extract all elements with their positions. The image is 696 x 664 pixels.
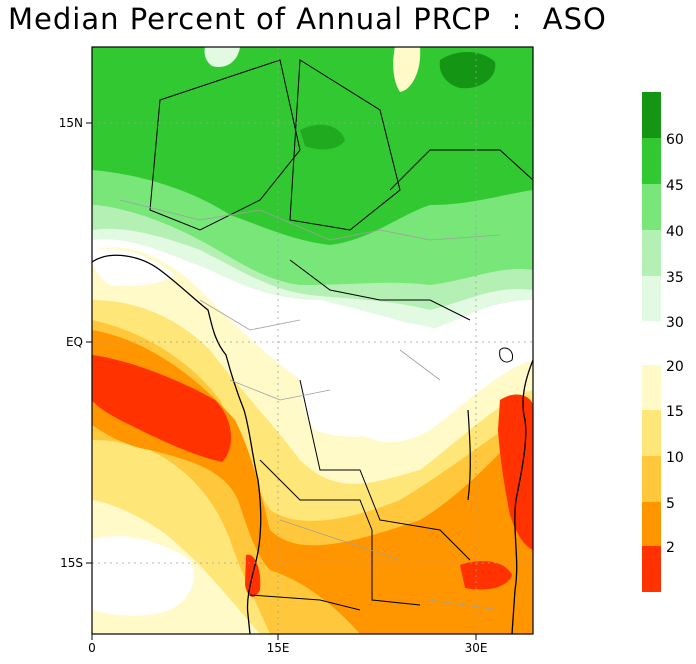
x-tick-label: 0 (88, 641, 96, 655)
colorbar-swatch (642, 546, 661, 592)
x-tick-label: 30E (465, 641, 488, 655)
east-coastline (511, 359, 533, 634)
country-border-s2 (249, 594, 361, 611)
colorbar-swatch (642, 365, 661, 410)
patch-north-light (393, 47, 421, 92)
colorbar-swatch (642, 92, 661, 138)
country-border-n2 (289, 59, 401, 231)
coastline (92, 254, 262, 634)
patch-north-light-b (204, 47, 240, 68)
colorbar-swatch (642, 410, 661, 456)
colorbar-swatch (642, 184, 661, 230)
patch-white-atlantic (92, 536, 194, 616)
x-tick-label: 15E (267, 641, 290, 655)
patch-red-2-c (460, 561, 512, 590)
country-border-c1 (289, 259, 471, 321)
patch-red-2-b (498, 394, 533, 550)
colorbar: 60 45 40 35 30 20 15 10 5 2 (642, 92, 684, 592)
country-border-n3 (389, 149, 533, 191)
country-border-n1 (149, 59, 301, 231)
colorbar-label: 10 (666, 450, 684, 466)
y-tick-label: EQ (66, 335, 83, 349)
y-tick-label: 15N (59, 116, 83, 130)
precip-field (92, 47, 533, 634)
map-title: Median Percent of Annual PRCP : ASO (8, 2, 607, 36)
colorbar-label: 45 (666, 178, 684, 194)
colorbar-label: 30 (666, 315, 684, 331)
colorbar-label: 35 (666, 270, 684, 286)
colorbar-label: 2 (666, 540, 675, 556)
patch-green-60 (439, 52, 496, 89)
colorbar-swatch (642, 138, 661, 184)
x-axis: 0 15E 30E (88, 634, 487, 655)
lake-victoria (499, 347, 514, 363)
colorbar-label: 20 (666, 359, 684, 375)
colorbar-swatch (642, 456, 661, 502)
patch-white-congo (298, 320, 451, 437)
colorbar-label: 60 (666, 132, 684, 148)
admin-borders (119, 199, 501, 611)
lake-tanganyika (467, 409, 471, 501)
country-border-c2 (299, 379, 471, 561)
country-border-s1 (259, 459, 421, 606)
colorbar-label: 5 (666, 496, 675, 512)
colorbar-swatch (642, 230, 661, 276)
colorbar-label: 15 (666, 404, 684, 420)
y-tick-label: 15S (60, 556, 83, 570)
colorbar-swatch (642, 502, 661, 546)
map-frame (91, 46, 534, 635)
patch-red-2 (92, 355, 232, 462)
y-axis: 15N EQ 15S (59, 116, 92, 570)
colorbar-label: 40 (666, 224, 684, 240)
patch-green-60-b (300, 124, 345, 150)
colorbar-swatch (642, 276, 661, 321)
patch-white-gulf (92, 248, 175, 287)
